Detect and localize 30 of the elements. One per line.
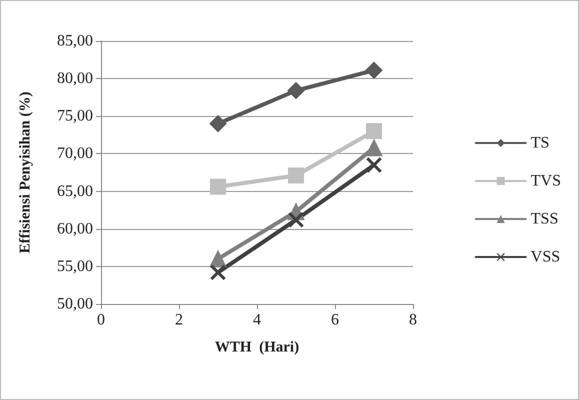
point [210,250,226,268]
point [210,264,226,280]
y-tick-label: 65,00 [57,182,93,200]
x-tick-label: 8 [409,312,417,328]
point [210,115,226,132]
x-tick-label: 0 [97,312,105,328]
point [366,123,382,140]
x-tick-label: 4 [253,312,261,328]
x-tick-label: 6 [331,312,339,328]
y-tick-label: 55,00 [57,258,93,275]
point [288,168,304,184]
legend-label: TS [530,134,550,152]
y-tick-label: 80,00 [57,70,93,88]
legend-label: TVS [530,172,562,190]
y-tick-label: 50,00 [57,296,93,312]
y-tick-label: 70,00 [57,145,93,162]
point [366,62,382,79]
point [288,212,304,228]
y-tick-label: 60,00 [57,220,93,238]
legend-label: TSS [530,210,558,228]
y-tick-label: 75,00 [57,108,93,125]
y-axis-title: Effisiensi Penyisihan (%) [18,92,34,254]
point [210,178,226,195]
point [288,82,304,100]
x-tick-label: 2 [175,312,183,328]
point [366,139,382,156]
point [366,157,382,172]
legend-label: VSS [530,248,560,266]
y-tick-label: 85,00 [57,32,93,50]
x-axis-title: WTH (Hari) [214,340,300,356]
